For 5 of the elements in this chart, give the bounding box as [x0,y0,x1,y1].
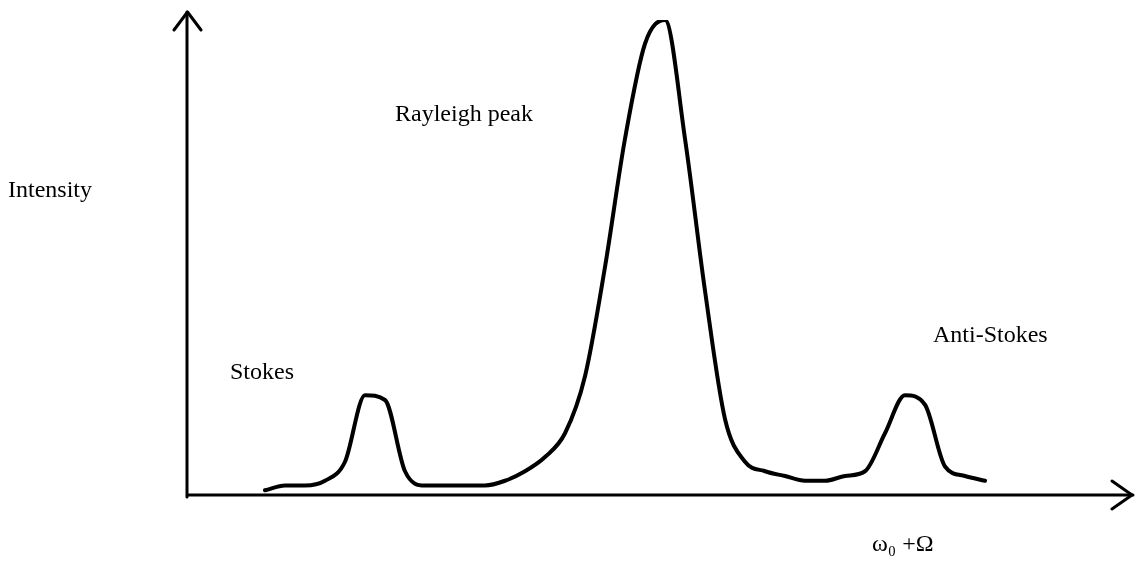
y-axis-title: Intensity [8,176,92,203]
annotation: Anti-Stokes [933,321,1048,348]
annotation: Rayleigh peak [395,100,533,127]
x-axis-title: ω₀ +Ω [872,530,934,557]
annotation: Stokes [230,358,295,385]
